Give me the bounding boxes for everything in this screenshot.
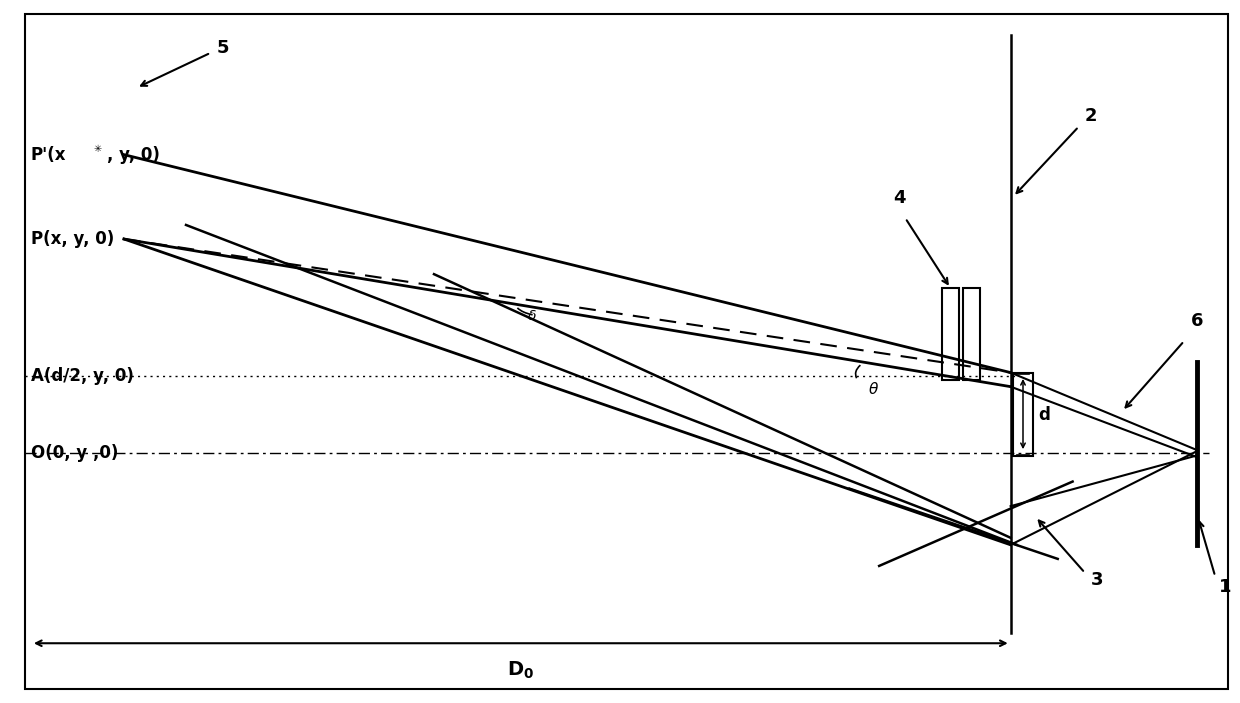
Bar [942,288,959,380]
Bar [963,288,980,380]
Text: $\theta$: $\theta$ [868,381,879,396]
Bar [1013,373,1033,456]
Text: ✳: ✳ [93,144,102,154]
Text: 4: 4 [893,189,905,207]
Text: A(d/2, y, 0): A(d/2, y, 0) [31,367,134,385]
Text: 5: 5 [217,39,229,57]
Text: 1: 1 [1219,578,1231,596]
Text: $\mathbf{D_0}$: $\mathbf{D_0}$ [507,659,534,681]
Text: 2: 2 [1085,107,1097,125]
Text: d: d [1038,406,1050,424]
Text: 3: 3 [1091,571,1104,589]
Text: 6: 6 [1190,312,1203,330]
Text: P'(x: P'(x [31,146,67,164]
Text: P(x, y, 0): P(x, y, 0) [31,230,114,248]
Text: O(0, y ,0): O(0, y ,0) [31,444,118,463]
Text: $\delta$: $\delta$ [527,309,537,323]
Text: , y, 0): , y, 0) [107,146,160,164]
